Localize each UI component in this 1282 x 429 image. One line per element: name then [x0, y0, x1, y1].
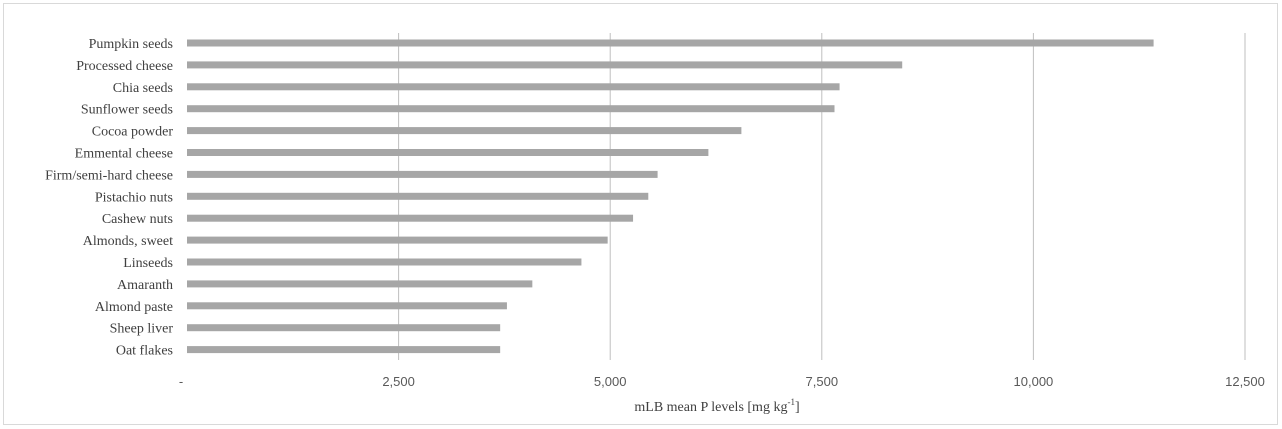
bar: [187, 324, 501, 332]
category-label: Cocoa powder: [92, 125, 174, 140]
bar: [187, 39, 1154, 47]
category-label: Pumpkin seeds: [89, 37, 173, 52]
bar: [187, 280, 533, 288]
category-label: Firm/semi-hard cheese: [45, 168, 173, 183]
x-tick-label: -: [179, 374, 183, 389]
x-tick-label: 5,000: [594, 374, 627, 389]
category-label: Almond paste: [95, 300, 173, 315]
category-label: Cashew nuts: [102, 212, 173, 227]
category-label: Processed cheese: [76, 59, 173, 74]
category-label: Almonds, sweet: [83, 234, 173, 249]
category-label: Pistachio nuts: [95, 190, 173, 205]
x-axis-label: mLB mean P levels [mg kg-1]: [634, 397, 799, 415]
bars: [187, 39, 1154, 354]
bar: [187, 258, 582, 266]
x-tick-label: 12,500: [1225, 374, 1265, 389]
category-label: Emmental cheese: [75, 147, 173, 162]
bar: [187, 302, 507, 310]
x-tick-label: 10,000: [1014, 374, 1054, 389]
x-tick-label: 2,500: [382, 374, 415, 389]
x-tick-label: 7,500: [806, 374, 839, 389]
bar: [187, 149, 709, 156]
bar: [187, 236, 608, 244]
category-label: Chia seeds: [113, 81, 173, 96]
category-label: Linseeds: [123, 256, 173, 271]
bar: [187, 105, 835, 113]
bar: [187, 346, 501, 354]
category-labels: Pumpkin seeds Processed cheese Chia seeds S…: [45, 37, 173, 359]
bar: [187, 127, 742, 135]
bar: [187, 214, 634, 222]
bar: [187, 83, 840, 91]
bar: [187, 170, 658, 178]
category-label: Sheep liver: [110, 322, 174, 337]
category-label: Oat flakes: [116, 344, 173, 359]
bar: [187, 61, 903, 69]
chart-frame: [3, 3, 1278, 425]
x-tick-labels: - 2,500 5,000 7,500 10,000 12,500: [179, 374, 1265, 389]
category-label: Amaranth: [117, 278, 173, 293]
bar: [187, 192, 649, 200]
category-label: Sunflower seeds: [81, 103, 173, 118]
